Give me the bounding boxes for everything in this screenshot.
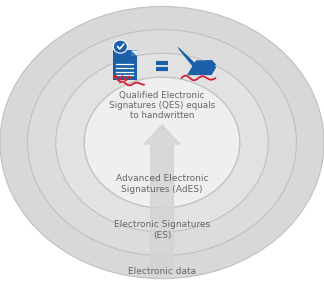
Polygon shape (178, 48, 196, 67)
Ellipse shape (84, 77, 240, 208)
Circle shape (113, 40, 127, 53)
Polygon shape (131, 50, 137, 56)
Text: Electronic Signatures
(ES): Electronic Signatures (ES) (114, 220, 210, 240)
Ellipse shape (28, 30, 296, 255)
Text: Advanced Electronic
Signatures (AdES): Advanced Electronic Signatures (AdES) (116, 174, 208, 194)
Text: Electronic data: Electronic data (128, 267, 196, 276)
Polygon shape (131, 50, 137, 56)
Bar (113, 50, 137, 80)
FancyArrow shape (144, 125, 180, 273)
Text: Qualified Electronic
Signatures (QES) equals
to handwritten: Qualified Electronic Signatures (QES) eq… (109, 91, 215, 120)
Polygon shape (187, 60, 216, 75)
Ellipse shape (84, 77, 240, 208)
Ellipse shape (56, 53, 268, 232)
Polygon shape (177, 47, 179, 49)
Polygon shape (206, 60, 216, 67)
Ellipse shape (0, 7, 324, 279)
